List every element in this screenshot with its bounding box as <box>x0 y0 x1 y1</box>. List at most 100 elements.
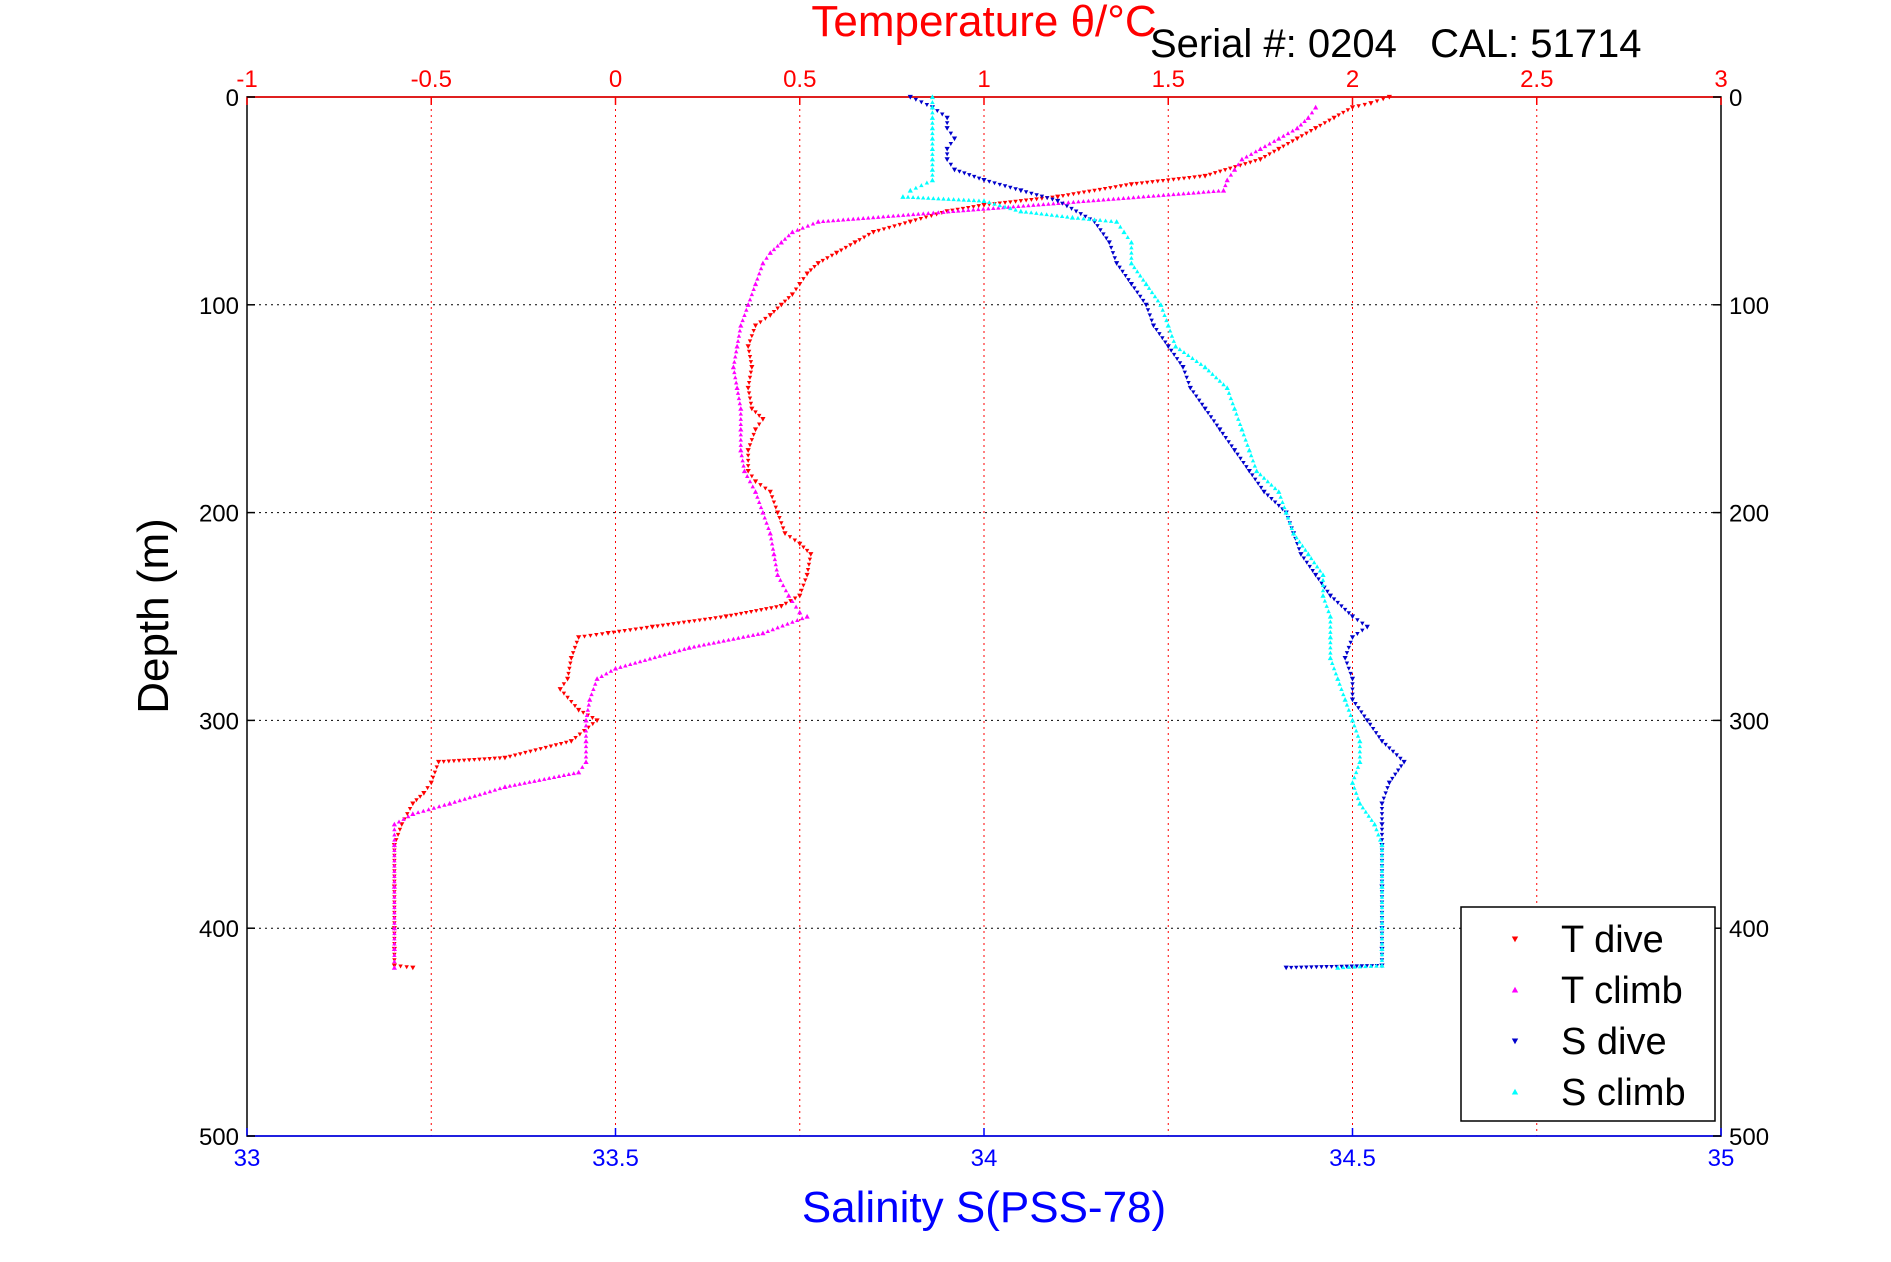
data-point <box>1304 131 1309 136</box>
data-point <box>434 765 439 770</box>
data-point <box>628 628 633 633</box>
data-point <box>749 406 755 412</box>
data-point <box>1346 666 1352 671</box>
data-point <box>944 152 950 157</box>
data-point <box>866 232 872 237</box>
data-point <box>542 776 547 781</box>
data-point <box>960 206 966 211</box>
data-point <box>896 213 901 218</box>
data-point <box>642 657 648 662</box>
data-point <box>1141 194 1146 199</box>
data-point <box>789 292 795 298</box>
data-point <box>487 789 493 794</box>
data-point <box>1363 964 1368 969</box>
data-point <box>751 432 756 437</box>
data-point <box>692 619 697 624</box>
data-point <box>1257 157 1263 162</box>
data-point <box>1081 190 1087 195</box>
data-point <box>1231 406 1238 411</box>
data-point <box>1196 190 1201 195</box>
data-point <box>551 774 557 779</box>
data-point <box>1299 965 1304 970</box>
data-point <box>1223 183 1228 188</box>
data-point <box>782 299 788 304</box>
data-point <box>1401 759 1407 765</box>
data-point <box>747 375 753 380</box>
data-point <box>1002 184 1008 189</box>
data-point <box>452 799 457 804</box>
data-point <box>1257 146 1263 152</box>
data-point <box>1049 212 1055 217</box>
data-point <box>1285 131 1291 136</box>
data-point <box>1272 500 1278 505</box>
data-point <box>929 177 936 183</box>
data-point <box>1349 780 1356 785</box>
data-point <box>1016 204 1021 209</box>
data-point <box>741 468 748 474</box>
data-point <box>1069 206 1074 211</box>
data-point <box>786 296 791 301</box>
data-point <box>696 643 702 648</box>
data-point <box>1328 624 1333 629</box>
data-point <box>1386 780 1392 786</box>
data-point <box>1303 547 1308 552</box>
data-point <box>425 786 430 791</box>
data-point <box>655 624 660 629</box>
data-point <box>738 447 744 453</box>
data-point <box>583 759 589 765</box>
data-point <box>1311 560 1317 565</box>
data-point <box>392 941 397 946</box>
data-point <box>622 629 627 633</box>
data-point <box>1186 191 1191 195</box>
data-point <box>1357 754 1363 759</box>
data-point <box>1187 175 1192 180</box>
data-point <box>1387 746 1392 751</box>
data-point <box>801 545 806 550</box>
data-point <box>1253 159 1258 164</box>
data-point <box>565 695 570 700</box>
data-point <box>771 551 777 557</box>
data-point <box>1111 196 1116 201</box>
data-point <box>1366 813 1371 818</box>
data-point <box>871 215 876 220</box>
data-point <box>892 224 897 229</box>
data-point <box>1116 196 1121 201</box>
data-point <box>944 115 950 121</box>
data-point <box>787 535 793 540</box>
data-point <box>1239 426 1245 432</box>
data-point <box>1238 456 1243 461</box>
data-point <box>749 365 755 370</box>
data-point <box>745 633 751 638</box>
data-point <box>1128 239 1134 245</box>
data-point <box>976 207 981 212</box>
data-point <box>1316 577 1321 582</box>
data-point <box>649 624 655 630</box>
data-point <box>1190 356 1195 360</box>
data-point <box>936 210 941 215</box>
data-point <box>392 953 397 957</box>
data-point <box>987 200 992 205</box>
data-point <box>1294 125 1300 131</box>
data-point <box>901 212 906 217</box>
data-point <box>1194 359 1199 363</box>
data-point <box>780 583 786 588</box>
data-point <box>778 604 784 609</box>
data-point <box>1243 162 1248 167</box>
data-point <box>392 848 397 853</box>
data-point <box>1370 726 1376 731</box>
data-point <box>1208 415 1214 420</box>
data-point <box>1125 235 1130 240</box>
data-point <box>1341 110 1346 115</box>
data-point <box>728 613 734 618</box>
data-point <box>1041 202 1046 207</box>
data-point <box>740 318 745 323</box>
data-point <box>583 728 589 733</box>
data-point <box>792 596 798 601</box>
data-point <box>1281 133 1286 138</box>
data-point <box>775 572 781 578</box>
data-point <box>1262 144 1268 149</box>
serial-label: Serial #: 0204 CAL: 51714 <box>1150 22 1641 66</box>
data-point <box>1319 965 1324 970</box>
data-point <box>1281 144 1286 149</box>
data-point <box>1150 180 1155 185</box>
